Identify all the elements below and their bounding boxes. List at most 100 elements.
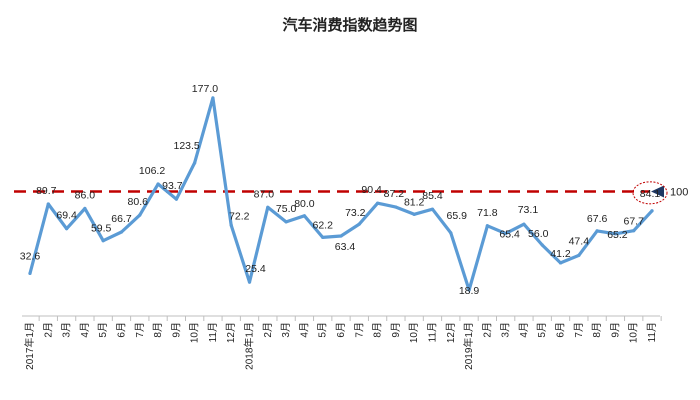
data-point <box>394 205 398 209</box>
data-label: 25.4 <box>245 263 266 275</box>
data-label: 73.2 <box>345 207 366 219</box>
data-label: 81.2 <box>404 196 425 208</box>
x-tick-label: 3月 <box>280 322 292 338</box>
x-tick-label: 7月 <box>134 322 146 338</box>
x-tick-label: 2019年1月 <box>462 322 475 370</box>
x-tick-label: 3月 <box>61 322 73 338</box>
data-point <box>229 223 233 227</box>
x-tick-label: 11月 <box>426 322 438 342</box>
data-label: 106.2 <box>139 165 165 177</box>
x-tick-label: 9月 <box>609 322 621 338</box>
data-label: 56.0 <box>528 228 549 240</box>
data-point <box>321 235 325 240</box>
x-tick-label: 4月 <box>518 322 530 338</box>
x-tick-label: 5月 <box>97 322 109 338</box>
data-point <box>247 280 252 284</box>
x-tick-label: 6月 <box>115 322 127 338</box>
x-tick-label: 6月 <box>555 322 567 338</box>
data-point <box>375 201 380 205</box>
data-label: 65.2 <box>607 229 628 241</box>
x-tick-label: 2018年1月 <box>243 322 256 370</box>
x-tick-label: 10月 <box>189 322 201 343</box>
data-label: 177.0 <box>192 83 218 95</box>
data-label: 67.6 <box>587 213 608 225</box>
x-tick-label: 12月 <box>225 322 237 343</box>
data-label: 73.1 <box>518 204 539 216</box>
x-tick-label: 11月 <box>646 322 658 342</box>
data-point <box>174 197 178 201</box>
data-label: 18.9 <box>459 285 480 297</box>
data-point <box>156 182 160 186</box>
data-label: 66.7 <box>111 213 132 225</box>
data-point <box>284 220 288 224</box>
data-label: 69.4 <box>56 210 77 222</box>
data-point <box>504 231 508 236</box>
series-line <box>28 96 654 292</box>
x-tick-label: 9月 <box>170 322 182 338</box>
data-point <box>485 224 489 228</box>
data-point <box>138 213 142 217</box>
data-label: 87.2 <box>384 188 405 200</box>
data-point <box>632 229 636 233</box>
data-label: 93.7 <box>162 180 183 192</box>
data-label: 80.0 <box>294 198 315 210</box>
data-point <box>302 214 307 218</box>
x-tick-label: 2月 <box>262 322 274 338</box>
x-axis: 2017年1月 2月 3月 4月 5月 6月 7月 8月 9月 10月 11月 12月 2018年1月 2… <box>22 315 662 370</box>
x-tick-label: 10月 <box>628 322 640 343</box>
x-tick-label: 12月 <box>445 322 457 343</box>
data-label: 123.5 <box>174 140 200 152</box>
data-point <box>449 231 453 235</box>
data-point <box>577 253 581 258</box>
data-point <box>211 96 215 100</box>
data-label: 75.0 <box>276 203 297 215</box>
x-tick-label: 7月 <box>573 322 585 338</box>
data-point <box>46 202 50 206</box>
data-point <box>540 243 544 247</box>
data-label: 84.1 <box>640 188 661 200</box>
x-tick-label: 8月 <box>372 322 384 338</box>
data-label: 86.0 <box>75 190 96 202</box>
data-label: 59.5 <box>91 223 112 235</box>
data-point <box>266 205 270 209</box>
data-label: 41.2 <box>550 248 571 260</box>
x-tick-label: 6月 <box>335 322 347 338</box>
x-tick-label: 3月 <box>500 322 512 338</box>
x-tick-label: 5月 <box>317 322 329 338</box>
data-point <box>28 271 32 275</box>
x-tick-label: 2月 <box>481 322 493 338</box>
data-label: 89.7 <box>36 185 57 197</box>
data-label-layer: 32.6 89.7 69.4 86.0 59.566.7 80.6 106.2 93.7 123… <box>20 83 668 297</box>
data-point <box>595 229 599 233</box>
data-label: 62.2 <box>312 219 333 231</box>
x-tick-label: 4月 <box>79 322 91 338</box>
data-point <box>193 161 197 165</box>
data-label: 80.6 <box>128 196 149 208</box>
data-label: 47.4 <box>569 235 590 247</box>
data-label: 65.4 <box>499 229 520 241</box>
data-label: 67.7 <box>623 216 644 228</box>
data-label: 85.4 <box>422 190 443 202</box>
data-point <box>64 227 69 231</box>
x-tick-label: 8月 <box>591 322 603 338</box>
series-layer <box>28 96 654 292</box>
data-point <box>522 222 526 226</box>
x-tick-label: 4月 <box>298 322 310 338</box>
x-tick-label: 9月 <box>390 322 402 338</box>
x-tick-label: 5月 <box>536 322 548 338</box>
data-point <box>467 288 471 292</box>
data-label: 87.0 <box>254 188 275 200</box>
data-point <box>430 207 435 211</box>
data-label: 65.9 <box>447 210 468 222</box>
reference-arrow-icon <box>651 185 664 198</box>
data-point <box>119 230 124 234</box>
data-point <box>613 232 618 236</box>
data-label: 63.4 <box>335 241 356 253</box>
data-label: 72.2 <box>229 210 250 222</box>
x-tick-label: 10月 <box>408 322 420 343</box>
x-tick-label: 2017年1月 <box>23 322 36 370</box>
chart-title: 汽车消费指数趋势图 <box>282 16 418 34</box>
x-tick-label: 7月 <box>353 322 365 338</box>
data-label: 71.8 <box>477 207 498 219</box>
